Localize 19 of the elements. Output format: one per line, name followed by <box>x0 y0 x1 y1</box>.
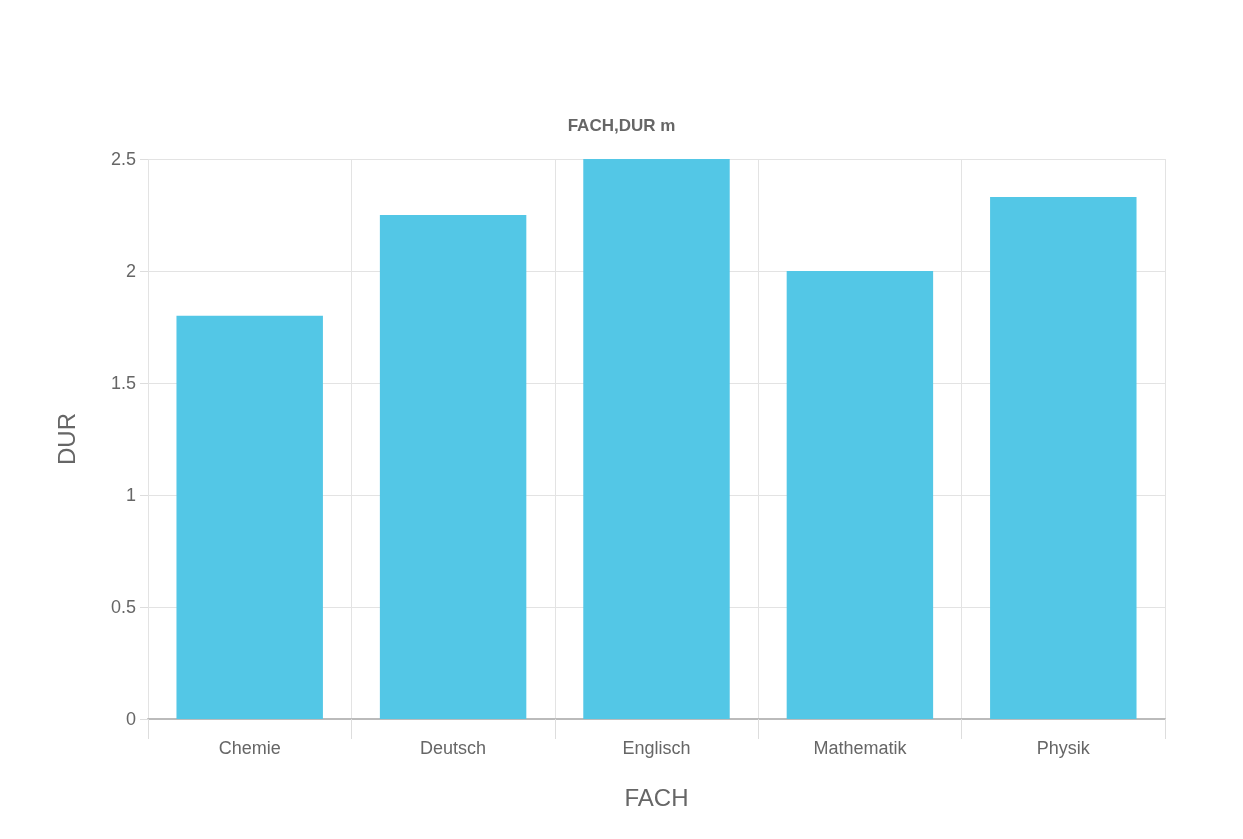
bar <box>990 197 1137 719</box>
x-tick-label: Englisch <box>622 738 691 758</box>
y-tick-label: 2 <box>125 261 136 281</box>
x-tick-label: Chemie <box>218 738 281 758</box>
y-tick-label: 0 <box>125 709 136 729</box>
x-axis-title: FACH <box>624 783 689 811</box>
chart-title: FACH,DUR m <box>567 116 676 135</box>
y-tick-label: 1 <box>125 485 136 505</box>
y-tick-label: 2.5 <box>110 149 136 169</box>
x-tick-label: Physik <box>1036 738 1091 758</box>
y-tick-label: 0.5 <box>110 597 136 617</box>
bar <box>176 315 323 719</box>
y-axis-title: DUR <box>52 413 80 465</box>
x-tick-label: Mathematik <box>813 738 908 758</box>
bar <box>583 159 730 719</box>
bar <box>786 271 934 719</box>
bar <box>379 215 527 719</box>
x-tick-label: Deutsch <box>420 738 487 758</box>
y-tick-label: 1.5 <box>110 373 136 393</box>
